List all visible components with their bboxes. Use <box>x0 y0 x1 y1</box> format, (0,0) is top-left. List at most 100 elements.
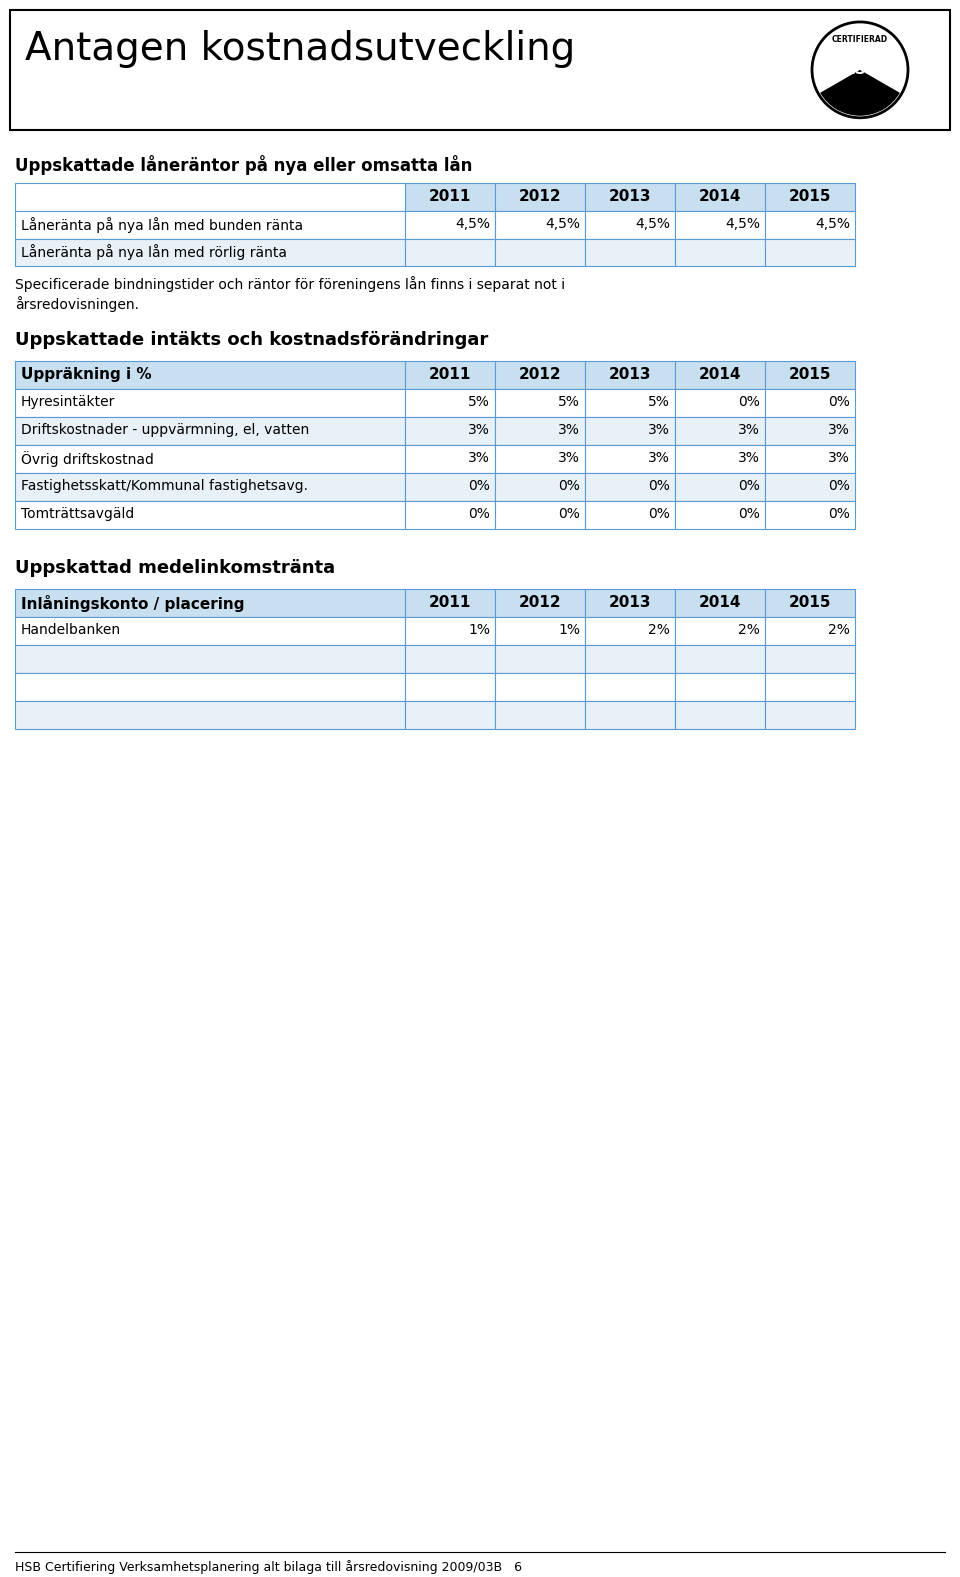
Text: 0%: 0% <box>558 506 580 520</box>
Bar <box>765 211 855 238</box>
Text: 3%: 3% <box>558 451 580 465</box>
Text: 2%: 2% <box>648 623 670 637</box>
Text: Hyresintäkter: Hyresintäkter <box>21 396 115 408</box>
Text: 2012: 2012 <box>518 367 562 382</box>
Bar <box>15 445 405 473</box>
Bar <box>585 361 675 390</box>
Text: 4,5%: 4,5% <box>455 216 490 230</box>
Text: 5%: 5% <box>648 396 670 408</box>
Bar <box>765 238 855 267</box>
Text: 3%: 3% <box>468 423 490 437</box>
Bar <box>585 211 675 238</box>
Bar <box>15 473 405 501</box>
Text: 0%: 0% <box>648 506 670 520</box>
Bar <box>15 645 405 673</box>
Bar <box>495 501 585 528</box>
Bar <box>495 211 585 238</box>
Bar <box>405 501 495 528</box>
Bar <box>765 617 855 645</box>
Bar <box>495 700 585 729</box>
Text: 0%: 0% <box>828 479 850 494</box>
Bar <box>495 418 585 445</box>
Bar <box>405 617 495 645</box>
Bar <box>765 418 855 445</box>
Bar <box>585 390 675 418</box>
Text: 2014: 2014 <box>699 189 741 203</box>
Bar <box>765 501 855 528</box>
Bar <box>765 700 855 729</box>
Bar <box>495 390 585 418</box>
Circle shape <box>812 22 908 118</box>
Bar <box>765 183 855 211</box>
Bar <box>585 183 675 211</box>
Bar <box>765 588 855 617</box>
Bar <box>495 617 585 645</box>
Text: CERTIFIERAD: CERTIFIERAD <box>832 35 888 44</box>
Text: 2015: 2015 <box>789 189 831 203</box>
Bar <box>405 445 495 473</box>
Text: 0%: 0% <box>558 479 580 494</box>
Bar <box>15 501 405 528</box>
Bar <box>405 418 495 445</box>
Text: Tomträttsavgäld: Tomträttsavgäld <box>21 506 134 520</box>
Text: 3%: 3% <box>558 423 580 437</box>
Bar <box>15 390 405 418</box>
Text: 2014: 2014 <box>699 595 741 610</box>
Bar <box>765 390 855 418</box>
Text: 2013: 2013 <box>609 595 651 610</box>
Bar <box>15 183 405 211</box>
Text: Uppskattade låneräntor på nya eller omsatta lån: Uppskattade låneräntor på nya eller omsa… <box>15 155 472 175</box>
Bar <box>15 700 405 729</box>
Bar <box>675 645 765 673</box>
Text: 4,5%: 4,5% <box>635 216 670 230</box>
Text: 4,5%: 4,5% <box>545 216 580 230</box>
Bar <box>675 473 765 501</box>
Text: Antagen kostnadsutveckling: Antagen kostnadsutveckling <box>25 30 575 68</box>
Text: HSB Certifiering Verksamhetsplanering alt bilaga till årsredovisning 2009/03B   : HSB Certifiering Verksamhetsplanering al… <box>15 1560 522 1574</box>
Circle shape <box>822 32 898 107</box>
Bar <box>585 700 675 729</box>
Text: 3%: 3% <box>468 451 490 465</box>
Bar <box>585 501 675 528</box>
Text: 2015: 2015 <box>789 367 831 382</box>
Text: HSB: HSB <box>842 63 877 77</box>
Bar <box>675 390 765 418</box>
Text: 0%: 0% <box>828 396 850 408</box>
Bar <box>585 617 675 645</box>
Text: 0%: 0% <box>738 506 760 520</box>
Text: Uppräkning i %: Uppräkning i % <box>21 367 152 382</box>
Bar <box>405 361 495 390</box>
Bar <box>405 390 495 418</box>
Text: 2012: 2012 <box>518 189 562 203</box>
Bar <box>15 361 405 390</box>
Text: 2015: 2015 <box>789 595 831 610</box>
Text: Driftskostnader - uppvärmning, el, vatten: Driftskostnader - uppvärmning, el, vatte… <box>21 423 309 437</box>
Bar <box>405 645 495 673</box>
Bar <box>495 361 585 390</box>
Text: 4,5%: 4,5% <box>815 216 850 230</box>
Bar <box>585 673 675 700</box>
Bar <box>405 700 495 729</box>
Text: 0%: 0% <box>468 479 490 494</box>
Bar <box>405 673 495 700</box>
Text: Specificerade bindningstider och räntor för föreningens lån finns i separat not : Specificerade bindningstider och räntor … <box>15 276 565 292</box>
Text: 0%: 0% <box>738 479 760 494</box>
Text: Inlåningskonto / placering: Inlåningskonto / placering <box>21 595 245 612</box>
Bar <box>15 211 405 238</box>
Text: 5%: 5% <box>558 396 580 408</box>
Bar <box>765 645 855 673</box>
Text: Handelbanken: Handelbanken <box>21 623 121 637</box>
Bar <box>585 588 675 617</box>
Text: 2011: 2011 <box>429 189 471 203</box>
Text: 3%: 3% <box>738 423 760 437</box>
Bar <box>675 445 765 473</box>
Bar <box>765 445 855 473</box>
Text: 3%: 3% <box>648 451 670 465</box>
Text: 2012: 2012 <box>518 595 562 610</box>
Bar <box>585 645 675 673</box>
Text: Uppskattade intäkts och kostnadsförändringar: Uppskattade intäkts och kostnadsförändri… <box>15 331 489 350</box>
Text: Fastighetsskatt/Kommunal fastighetsavg.: Fastighetsskatt/Kommunal fastighetsavg. <box>21 479 308 494</box>
Bar <box>495 238 585 267</box>
Bar <box>585 473 675 501</box>
Bar <box>405 588 495 617</box>
